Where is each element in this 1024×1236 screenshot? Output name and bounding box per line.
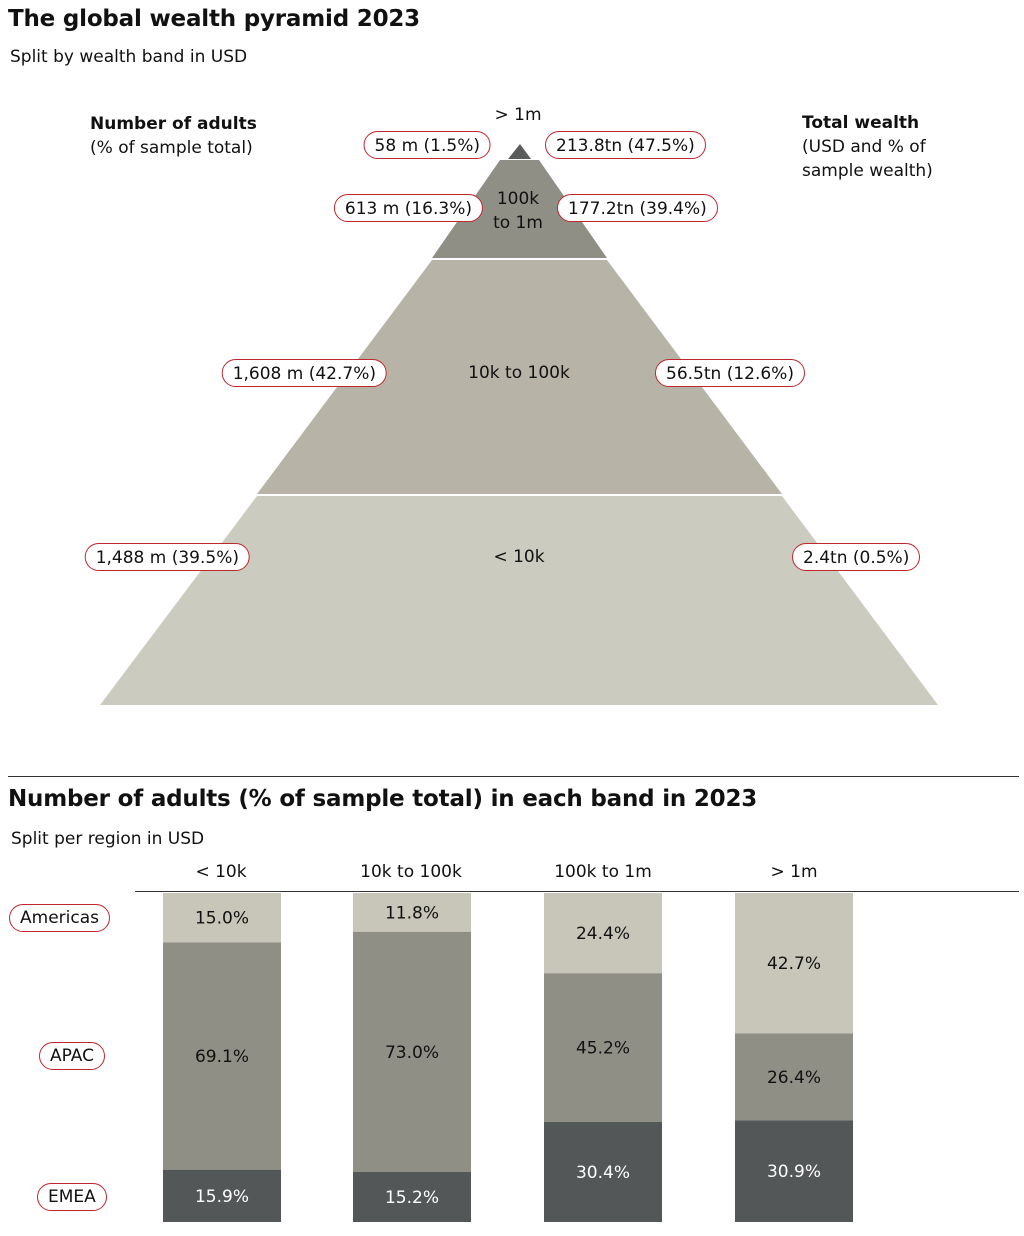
adults-pill-10k-100k: 1,608 m (42.7%) xyxy=(221,359,387,387)
wealth-pill-10k-100k: 56.5tn (12.6%) xyxy=(655,359,805,387)
bar-label-apac-100k-1m: 45.2% xyxy=(576,1039,630,1059)
bar-label-apac-10k-100k: 73.0% xyxy=(385,1043,439,1063)
bar-segment-emea-lt10k xyxy=(163,1169,281,1222)
pyramid-title: The global wealth pyramid 2023 xyxy=(8,6,420,32)
bar-segment-apac-10k-100k xyxy=(353,931,471,1172)
bar-segment-apac-100k-1m xyxy=(544,973,662,1122)
adults-pill-gt1m: 58 m (1.5%) xyxy=(363,131,491,159)
wealth-pill-100k-1m: 177.2tn (39.4%) xyxy=(557,194,718,222)
bar-label-americas-100k-1m: 24.4% xyxy=(576,924,630,944)
bar-segment-apac-gt1m xyxy=(735,1033,853,1121)
pyramid-band-100k-1m xyxy=(432,160,607,258)
band-label-lt10k: < 10k xyxy=(493,547,545,567)
bar-label-emea-100k-1m: 30.4% xyxy=(576,1163,630,1183)
bar-segment-americas-gt1m xyxy=(735,893,853,1034)
bar-segment-americas-lt10k xyxy=(163,893,281,943)
col-head-100k-1m: 100k to 1m xyxy=(554,862,652,882)
wealth-pill-gt1m: 213.8tn (47.5%) xyxy=(545,131,706,159)
band-label-10k-100k: 10k to 100k xyxy=(468,363,570,383)
bars-header-rule xyxy=(135,891,1019,892)
bar-label-americas-10k-100k: 11.8% xyxy=(385,903,439,923)
pyramid-band-gt1m xyxy=(508,144,531,159)
bar-label-americas-lt10k: 15.0% xyxy=(195,909,249,929)
adults-pill-lt10k: 1,488 m (39.5%) xyxy=(84,543,250,571)
left-subheading: (% of sample total) xyxy=(90,138,253,158)
bar-label-apac-lt10k: 69.1% xyxy=(195,1047,249,1067)
bar-segment-emea-100k-1m xyxy=(544,1121,662,1222)
bar-segment-americas-100k-1m xyxy=(544,893,662,974)
adults-pill-100k-1m: 613 m (16.3%) xyxy=(333,194,483,222)
bar-segment-emea-gt1m xyxy=(735,1120,853,1222)
bar-label-americas-gt1m: 42.7% xyxy=(767,954,821,974)
col-head-lt10k: < 10k xyxy=(195,862,247,882)
band-label-100k-1m-line1: 100k xyxy=(496,189,540,209)
left-heading: Number of adults xyxy=(90,114,257,134)
bar-label-apac-gt1m: 26.4% xyxy=(767,1068,821,1088)
col-head-10k-100k: 10k to 100k xyxy=(360,862,462,882)
bar-segment-emea-10k-100k xyxy=(353,1171,471,1222)
bars-subtitle: Split per region in USD xyxy=(11,829,205,849)
pyramid-subtitle: Split by wealth band in USD xyxy=(10,47,248,67)
left-heading-block: Number of adults (% of sample total) xyxy=(90,112,257,160)
legend-apac: APAC xyxy=(39,1042,105,1070)
col-head-gt1m: > 1m xyxy=(770,862,818,882)
wealth-pill-lt10k: 2.4tn (0.5%) xyxy=(792,543,921,571)
bar-segment-americas-10k-100k xyxy=(353,893,471,932)
pyramid-graphic xyxy=(100,144,938,705)
legend-americas: Americas xyxy=(9,904,110,932)
bar-label-emea-gt1m: 30.9% xyxy=(767,1162,821,1182)
section-divider xyxy=(8,776,1019,777)
bars-title: Number of adults (% of sample total) in … xyxy=(8,786,758,812)
bar-label-emea-10k-100k: 15.2% xyxy=(385,1188,439,1208)
bar-segment-apac-lt10k xyxy=(163,942,281,1170)
legend-emea: EMEA xyxy=(37,1183,107,1211)
bar-label-emea-lt10k: 15.9% xyxy=(195,1187,249,1207)
right-subheading-line1: (USD and % of xyxy=(802,137,926,157)
band-label-100k-1m-line2: to 1m xyxy=(493,213,543,233)
right-heading-block: Total wealth (USD and % of sample wealth… xyxy=(802,111,933,183)
pyramid-band-lt10k xyxy=(100,496,938,705)
band-label-100k-1m: 100k to 1m xyxy=(478,187,558,235)
pyramid-band-10k-100k xyxy=(257,260,782,494)
band-label-gt1m: > 1m xyxy=(494,105,542,125)
right-heading: Total wealth xyxy=(802,113,920,133)
right-subheading-line2: sample wealth) xyxy=(802,161,933,181)
